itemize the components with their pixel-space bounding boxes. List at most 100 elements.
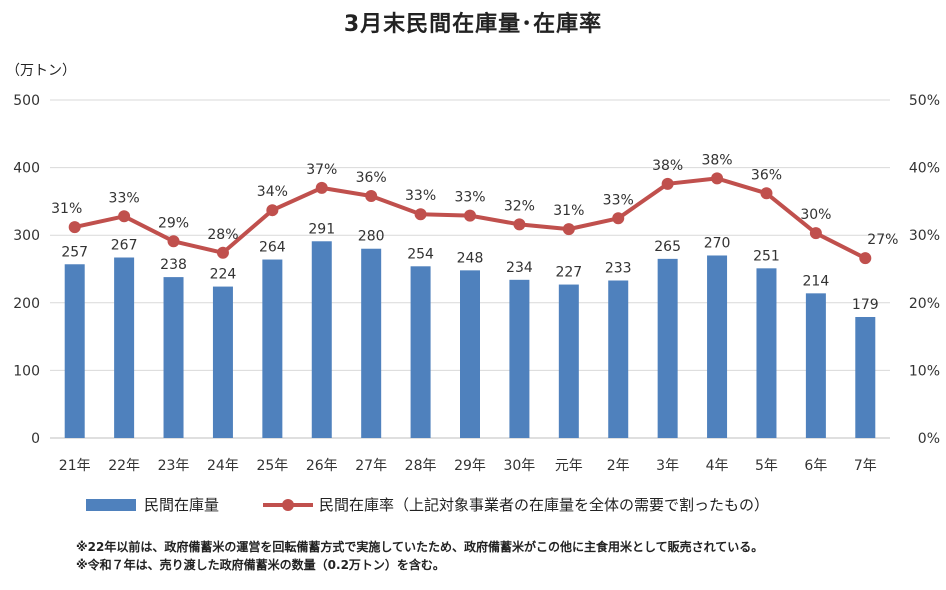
x-tick-label: 7年 xyxy=(854,458,877,474)
rate-data-label: 33% xyxy=(603,192,634,208)
bar-data-label: 233 xyxy=(605,260,632,276)
bar xyxy=(805,293,826,438)
rate-point xyxy=(414,208,427,221)
rate-point xyxy=(315,181,328,194)
bar-data-label: 214 xyxy=(803,273,830,289)
rate-data-label: 29% xyxy=(158,215,189,231)
x-tick-label: 6年 xyxy=(804,458,827,474)
y-left-tick-label: 100 xyxy=(13,363,40,379)
rate-point xyxy=(513,218,526,231)
rate-point xyxy=(216,246,229,259)
rate-data-label: 37% xyxy=(306,162,337,178)
y-right-tick-label: 20% xyxy=(909,296,940,312)
legend: 民間在庫量 民間在庫率（上記対象事業者の在庫量を全体の需要で割ったもの） xyxy=(86,494,813,515)
y-right-tick-label: 0% xyxy=(918,431,940,447)
rate-data-label: 33% xyxy=(454,190,485,206)
rate-data-label: 31% xyxy=(553,203,584,219)
rate-data-label: 38% xyxy=(652,158,683,174)
bar-data-label: 179 xyxy=(852,297,879,313)
rate-point xyxy=(464,209,476,222)
legend-item-rate: 民間在庫率（上記対象事業者の在庫量を全体の需要で割ったもの） xyxy=(263,494,769,515)
x-tick-label: 27年 xyxy=(355,458,387,474)
bar xyxy=(410,266,431,438)
footnote-1: ※22年以前は、政府備蓄米の運営を回転備蓄方式で実施していたため、政府備蓄米がこ… xyxy=(76,540,764,554)
rate-point xyxy=(809,227,822,240)
y-axis-unit-label: （万トン） xyxy=(6,63,76,79)
legend-label-inventory: 民間在庫量 xyxy=(144,496,220,514)
x-tick-label: 26年 xyxy=(306,458,338,474)
bar-data-label: 270 xyxy=(704,235,731,251)
rate-point xyxy=(859,252,872,265)
footnote-2: ※令和７年は、売り渡した政府備蓄米の数量（0.2万トン）を含む。 xyxy=(76,558,445,572)
x-tick-label: 21年 xyxy=(59,458,91,474)
x-tick-label: 29年 xyxy=(454,458,486,474)
rate-point xyxy=(760,187,773,200)
x-tick-label: 30年 xyxy=(503,458,535,474)
bar-data-label: 280 xyxy=(358,229,385,245)
bar xyxy=(163,277,184,438)
rate-point xyxy=(266,204,279,217)
bar xyxy=(509,279,530,438)
rate-data-label: 33% xyxy=(405,188,436,204)
y-right-tick-label: 30% xyxy=(909,228,940,244)
bar xyxy=(361,248,382,438)
bar xyxy=(311,241,332,438)
bar xyxy=(756,268,777,438)
bar-data-label: 254 xyxy=(407,246,434,262)
y-left-tick-label: 400 xyxy=(13,161,40,177)
y-right-tick-label: 50% xyxy=(909,93,940,109)
chart-title: 3月末民間在庫量･在庫率 xyxy=(343,12,603,37)
x-tick-label: 24年 xyxy=(207,458,239,474)
rate-point xyxy=(118,210,131,223)
rate-point xyxy=(68,221,81,234)
y-left-tick-label: 300 xyxy=(13,228,40,244)
rate-data-label: 27% xyxy=(867,232,898,248)
legend-label-rate: 民間在庫率（上記対象事業者の在庫量を全体の需要で割ったもの） xyxy=(319,496,770,514)
rate-data-label: 31% xyxy=(51,201,82,217)
x-tick-label: 4年 xyxy=(706,458,729,474)
bar-data-label: 257 xyxy=(61,244,88,260)
bar-data-label: 267 xyxy=(111,238,138,254)
bar xyxy=(707,255,728,438)
y-right-tick-label: 10% xyxy=(909,363,940,379)
bar-data-label: 248 xyxy=(457,250,484,266)
bar xyxy=(262,259,283,438)
y-left-tick-label: 0 xyxy=(31,431,40,447)
x-tick-label: 25年 xyxy=(256,458,288,474)
rate-point xyxy=(661,177,674,190)
legend-item-inventory: 民間在庫量 xyxy=(86,494,219,515)
x-tick-label: 2年 xyxy=(607,458,630,474)
rate-point xyxy=(612,212,625,225)
rate-data-label: 38% xyxy=(701,152,732,168)
bar xyxy=(460,270,480,438)
bar-data-label: 251 xyxy=(753,248,780,264)
bar-data-label: 227 xyxy=(555,265,582,281)
bar-data-label: 291 xyxy=(308,221,335,237)
rate-point xyxy=(167,235,180,248)
bar xyxy=(855,316,876,438)
x-tick-label: 5年 xyxy=(755,458,778,474)
x-tick-label: 28年 xyxy=(405,458,437,474)
bar-data-label: 264 xyxy=(259,240,286,256)
legend-swatch-line xyxy=(263,498,314,512)
bar xyxy=(212,286,233,438)
rate-data-label: 36% xyxy=(751,167,782,183)
rate-point xyxy=(365,189,378,202)
bar-data-label: 238 xyxy=(160,257,187,273)
x-tick-label: 22年 xyxy=(108,458,140,474)
rate-data-label: 36% xyxy=(356,170,387,186)
bar-data-label: 234 xyxy=(506,260,533,276)
rate-data-label: 34% xyxy=(257,184,288,200)
bar xyxy=(657,258,678,438)
bar xyxy=(558,284,579,438)
rate-data-label: 28% xyxy=(207,227,238,243)
rate-point xyxy=(562,223,575,236)
bar xyxy=(608,280,629,438)
y-left-tick-label: 200 xyxy=(13,296,40,312)
rate-data-label: 32% xyxy=(504,198,535,214)
bar xyxy=(114,257,135,438)
combo-chart: 500 50% 400 40% 300 30% 200 20% 100 10% 0 0% 257 267 2… xyxy=(13,93,940,474)
rate-point xyxy=(711,172,724,185)
legend-swatch-bar xyxy=(86,498,136,511)
x-tick-label: 元年 xyxy=(555,458,583,474)
